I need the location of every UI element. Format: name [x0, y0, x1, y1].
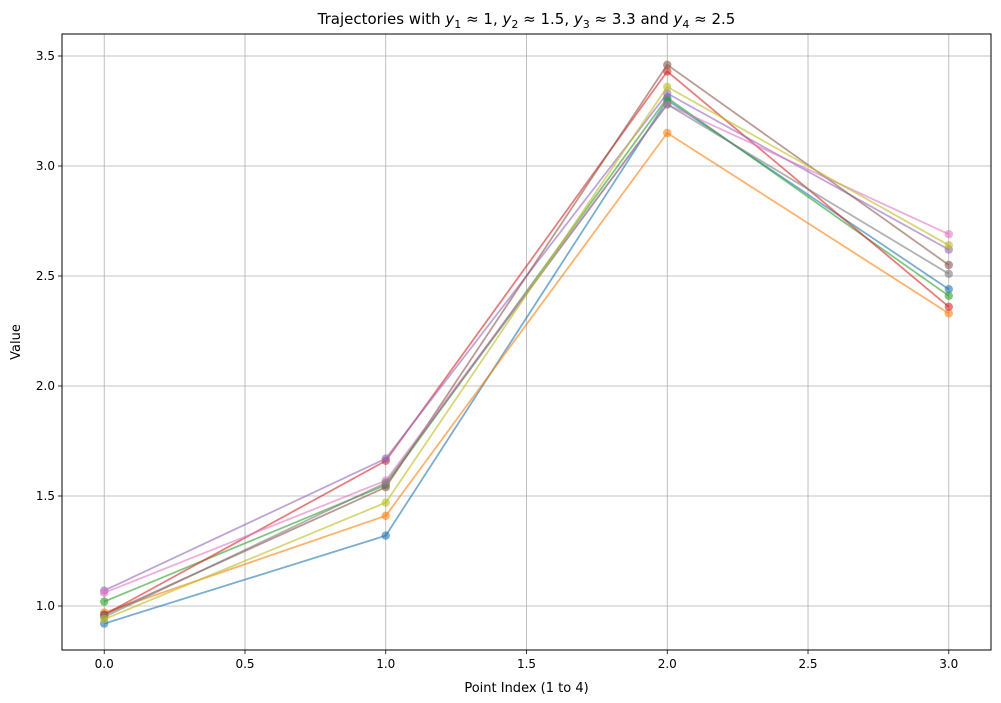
series-layer [100, 60, 953, 628]
data-point [381, 454, 390, 463]
title-part: y [573, 10, 584, 28]
data-point [663, 82, 672, 92]
data-point [663, 128, 672, 138]
data-point [381, 531, 390, 540]
title-part: ≈ 1, [461, 10, 502, 28]
data-point [100, 597, 109, 606]
data-point [944, 241, 953, 250]
x-tick-label: 0.5 [235, 657, 254, 671]
x-tick-label: 2.0 [658, 657, 677, 671]
data-point [381, 478, 390, 487]
series-line [103, 132, 950, 614]
x-tick-label: 1.0 [376, 657, 395, 671]
y-tick-label: 1.0 [36, 599, 55, 613]
title-part: 4 [682, 18, 689, 31]
data-point [381, 511, 390, 520]
title-part: 3 [583, 18, 590, 31]
title-part: ≈ 2.5 [689, 10, 735, 28]
series-line [103, 85, 950, 621]
x-tick-label: 1.5 [517, 657, 536, 671]
ticks: 0.0 0.5 1.0 1.5 2.0 2.5 3.0 1.0 1.5 2.0 2.5 3.0 3.5 [36, 49, 958, 671]
x-tick-label: 0.0 [95, 657, 114, 671]
x-axis-label: Point Index (1 to 4) [464, 681, 588, 696]
series-line [103, 99, 950, 625]
series-line [103, 63, 950, 616]
data-point [944, 302, 953, 311]
data-point [944, 291, 953, 300]
title-part: y [501, 10, 512, 28]
title-part: y [444, 10, 455, 28]
chart-title: Trajectories with y1 ≈ 1, y2 ≈ 1.5, y3 ≈… [317, 10, 736, 31]
y-axis-label: Value [9, 324, 24, 360]
title-part: Trajectories with [317, 10, 446, 28]
data-point [944, 269, 953, 278]
data-point [381, 498, 390, 507]
title-part: ≈ 1.5, [518, 10, 574, 28]
y-tick-label: 2.0 [36, 379, 55, 393]
series-6 [100, 60, 953, 619]
data-point [944, 260, 953, 270]
y-tick-label: 3.0 [36, 159, 55, 173]
title-part: ≈ 3.3 and [590, 10, 674, 28]
data-point [944, 285, 953, 294]
data-point [100, 615, 109, 624]
y-tick-label: 2.5 [36, 269, 55, 283]
x-tick-label: 3.0 [939, 657, 958, 671]
data-point [100, 588, 109, 597]
title-part: 1 [454, 18, 461, 31]
series-9 [100, 82, 953, 624]
x-tick-label: 2.5 [798, 657, 817, 671]
title-part: y [672, 10, 683, 28]
y-tick-label: 3.5 [36, 49, 55, 63]
data-point [944, 309, 953, 318]
y-tick-label: 1.5 [36, 489, 55, 503]
data-point [944, 230, 953, 239]
data-point [663, 100, 672, 109]
title-part: 2 [511, 18, 518, 31]
data-point [663, 60, 672, 69]
